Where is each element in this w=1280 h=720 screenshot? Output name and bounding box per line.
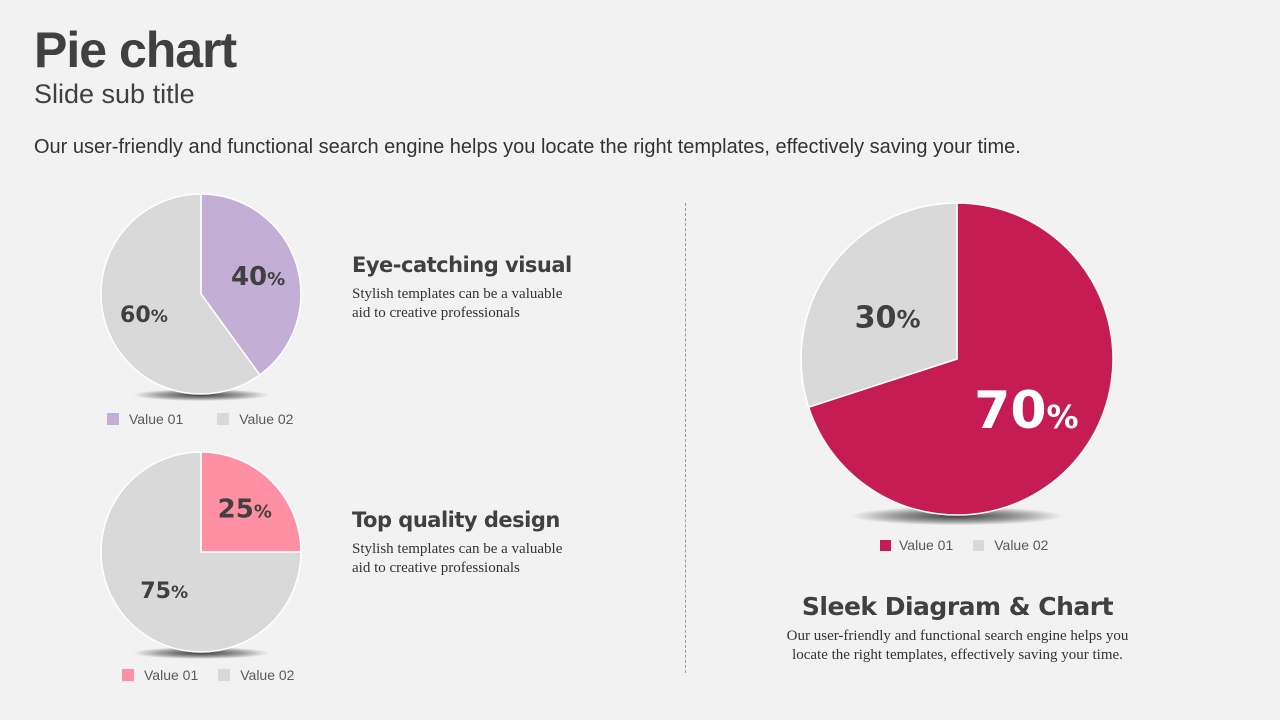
pie-chart-2-legend: Value 01 Value 02 <box>122 667 294 683</box>
slice-unit: % <box>151 307 168 327</box>
legend-swatch <box>973 539 985 551</box>
slice-label-2: 60% <box>120 302 168 328</box>
section-text-line: Our user-friendly and functional search … <box>786 628 1129 644</box>
slice-value: 40 <box>231 262 267 292</box>
pie-chart-3-legend: Value 01 Value 02 <box>880 537 1048 553</box>
slice-label-1: 25% <box>218 495 272 525</box>
pie-svg: 70%30% <box>800 202 1114 526</box>
pie-svg: 40%60% <box>100 193 302 401</box>
pie-shadow <box>133 647 269 659</box>
feature-text-line: aid to creative professionals <box>352 560 520 576</box>
legend-swatch <box>107 413 119 425</box>
pie-slice-1 <box>200 193 302 376</box>
page-subtitle: Slide sub title <box>34 79 195 109</box>
pie-svg: 25%75% <box>100 451 302 659</box>
section-title: Sleek Diagram & Chart <box>801 592 1114 621</box>
legend-item-value-01: Value 01 <box>880 537 953 553</box>
legend-item-value-02: Value 02 <box>973 537 1048 553</box>
slice-unit: % <box>1047 398 1079 436</box>
feature-title-2: Top quality design <box>352 508 560 532</box>
legend-swatch <box>122 669 134 681</box>
pie-chart-1-legend: Value 01 Value 02 <box>107 411 293 427</box>
legend-label: Value 02 <box>240 667 295 683</box>
legend-swatch <box>880 539 891 551</box>
vertical-divider <box>685 203 686 673</box>
feature-text-2: Stylish templates can be a valuable aid … <box>352 540 562 578</box>
legend-item-value-01: Value 01 <box>122 667 198 683</box>
slice-value: 75 <box>140 578 171 604</box>
slice-value: 30 <box>855 300 897 335</box>
feature-text-line: Stylish templates can be a valuable <box>352 286 563 302</box>
legend-item-value-02: Value 02 <box>217 411 293 427</box>
legend-label: Value 01 <box>144 667 199 683</box>
legend-item-value-01: Value 01 <box>107 411 183 427</box>
slice-unit: % <box>254 502 272 523</box>
pie-chart-1: 40% 60% <box>100 193 302 414</box>
slice-unit: % <box>267 269 285 290</box>
intro-text: Our user-friendly and functional search … <box>34 136 1021 158</box>
pie-slice-2 <box>100 451 302 653</box>
slice-unit: % <box>171 583 188 603</box>
section-text-line: locate the right templates, effectively … <box>792 647 1123 663</box>
slice-label-2: 75% <box>140 578 188 604</box>
legend-item-value-02: Value 02 <box>218 667 294 683</box>
pie-shadow <box>850 506 1064 526</box>
pie-slice-1 <box>200 451 302 553</box>
pie-slice-2 <box>100 193 261 395</box>
slice-label-2: 30% <box>855 300 921 335</box>
feature-text-1: Stylish templates can be a valuable aid … <box>352 285 562 323</box>
slice-unit: % <box>897 305 921 333</box>
slice-value: 60 <box>120 302 151 328</box>
pie-shadow <box>133 389 269 401</box>
page-title: Pie chart <box>34 22 237 78</box>
slice-label-1: 70% <box>974 381 1078 441</box>
legend-swatch <box>217 413 230 425</box>
slice-label-1: 40% <box>231 262 285 292</box>
section-text: Our user-friendly and functional search … <box>700 627 1215 665</box>
feature-text-line: aid to creative professionals <box>352 305 520 321</box>
legend-label: Value 01 <box>129 411 184 427</box>
slice-value: 25 <box>218 495 254 525</box>
pie-slice-1 <box>807 202 1114 516</box>
legend-swatch <box>218 669 231 681</box>
feature-text-line: Stylish templates can be a valuable <box>352 541 563 557</box>
legend-label: Value 02 <box>239 411 294 427</box>
legend-label: Value 01 <box>899 537 954 553</box>
pie-slice-2 <box>800 202 958 409</box>
legend-label: Value 02 <box>994 537 1049 553</box>
pie-chart-2: 25% 75% <box>100 451 302 672</box>
slice-value: 70 <box>974 381 1046 441</box>
feature-title-1: Eye-catching visual <box>352 253 572 277</box>
pie-chart-3: 70% 30% <box>800 202 1114 535</box>
